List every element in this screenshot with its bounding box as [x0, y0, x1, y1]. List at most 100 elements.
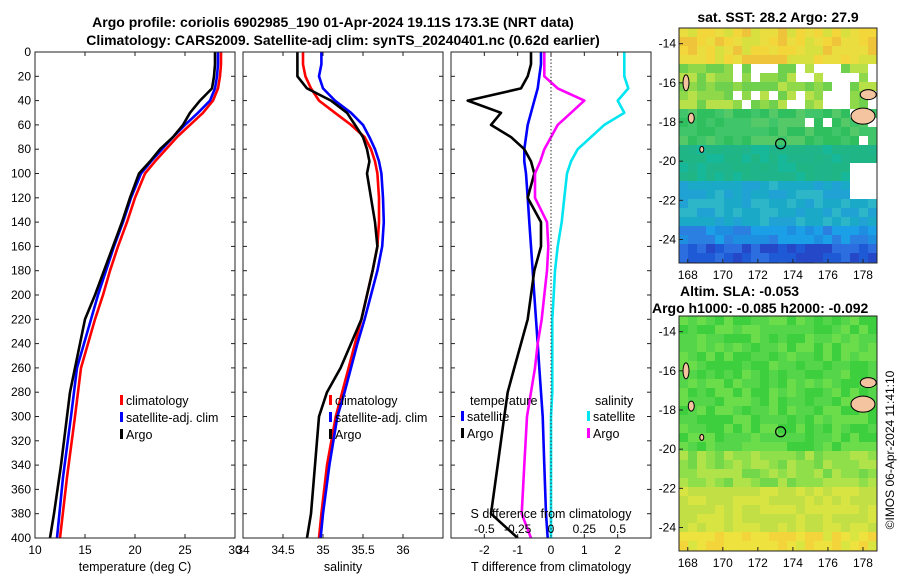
map-cell	[796, 199, 806, 209]
map-cell	[850, 28, 860, 38]
map-cell	[724, 334, 734, 344]
map-cell	[859, 334, 869, 344]
map-cell	[823, 190, 833, 200]
y-tick-label: 240	[11, 337, 31, 351]
map-cell	[859, 199, 869, 209]
map-cell	[859, 55, 869, 65]
map-cell	[742, 352, 752, 362]
map-cell	[706, 496, 716, 506]
map-cell	[706, 226, 716, 236]
sla-map-panel: 168 170 172 174 176 178 -14 -16 -18 -20 -22 -24 Alti…	[652, 283, 878, 570]
map-cell	[859, 352, 869, 362]
timestamp: ©IMOS 06-Apr-2024 11:41:10	[883, 370, 897, 529]
map-cell	[832, 37, 842, 47]
sla-map-title-line1: Altim. SLA: -0.053	[680, 283, 799, 299]
map-cell	[787, 496, 797, 506]
map-cell	[715, 532, 725, 542]
map-cell	[832, 109, 842, 119]
map-cell	[751, 244, 761, 254]
map-cell	[760, 343, 770, 353]
map-cell	[850, 127, 860, 137]
map-cell	[850, 226, 860, 236]
map-cell	[760, 451, 770, 461]
map-cell	[715, 442, 725, 452]
map-cell	[733, 199, 743, 209]
map-cell	[805, 361, 815, 371]
map-cell	[823, 181, 833, 191]
map-cell	[733, 433, 743, 443]
map-cell	[814, 82, 824, 92]
map-cell	[697, 73, 707, 83]
map-cell	[688, 451, 698, 461]
map-cell	[715, 316, 725, 326]
map-cell	[724, 424, 734, 434]
legend-salinity-title: salinity	[595, 394, 634, 408]
map-cell	[751, 451, 761, 461]
map-cell	[760, 253, 770, 263]
map-cell	[787, 352, 797, 362]
map-cell	[778, 325, 788, 335]
map-cell	[823, 460, 833, 470]
map-cell	[805, 154, 815, 164]
map-cell	[760, 325, 770, 335]
map-cell	[796, 145, 806, 155]
map-cell	[859, 469, 869, 479]
map-cell	[805, 172, 815, 182]
map-cell	[742, 433, 752, 443]
map-cell	[742, 109, 752, 119]
map-x-tick-label: 174	[783, 556, 803, 570]
x-tick-label: 35.5	[351, 543, 375, 557]
map-cell	[814, 334, 824, 344]
map-cell	[742, 82, 752, 92]
y-tick-label: 360	[11, 482, 31, 496]
map-cell	[832, 55, 842, 65]
map-cell	[823, 109, 833, 119]
map-cell	[697, 181, 707, 191]
map-cell	[688, 460, 698, 470]
map-cell	[742, 217, 752, 227]
y-tick-label: 280	[11, 385, 31, 399]
map-cell	[805, 505, 815, 515]
map-cell	[868, 73, 877, 83]
map-cell	[751, 316, 761, 326]
temperature-panel: 0 20 40 60 80 100 120 140 160 180 200 220 240 260 280 3…	[11, 45, 242, 574]
map-cell	[679, 460, 689, 470]
map-cell	[778, 397, 788, 407]
map-cell	[823, 127, 833, 137]
y-tick-label: 200	[11, 288, 31, 302]
map-cell	[796, 460, 806, 470]
map-cell	[850, 154, 860, 164]
map-cell	[814, 127, 824, 137]
map-cell	[760, 136, 770, 146]
map-cell	[814, 316, 824, 326]
map-cell	[832, 487, 842, 497]
map-cell	[796, 226, 806, 236]
map-cell	[841, 181, 851, 191]
map-cell	[823, 532, 833, 542]
map-cell	[706, 154, 716, 164]
map-cell	[778, 217, 788, 227]
map-cell	[679, 487, 689, 497]
map-cell	[715, 406, 725, 416]
map-cell	[751, 109, 761, 119]
map-cell	[814, 415, 824, 425]
map-cell	[706, 514, 716, 524]
map-cell	[751, 181, 761, 191]
map-cell	[697, 487, 707, 497]
map-cell	[769, 91, 779, 101]
map-cell	[814, 208, 824, 218]
map-cell	[832, 253, 842, 263]
x-tick-label: -2	[479, 543, 490, 557]
map-cell	[832, 73, 842, 83]
map-cell	[796, 136, 806, 146]
map-cell	[742, 208, 752, 218]
map-cell	[832, 532, 842, 542]
map-cell	[859, 451, 869, 461]
map-cell	[760, 532, 770, 542]
map-cell	[832, 424, 842, 434]
map-cell	[679, 217, 689, 227]
map-cell	[760, 199, 770, 209]
map-cell	[760, 370, 770, 380]
map-cell	[742, 28, 752, 38]
map-cell	[859, 190, 869, 200]
